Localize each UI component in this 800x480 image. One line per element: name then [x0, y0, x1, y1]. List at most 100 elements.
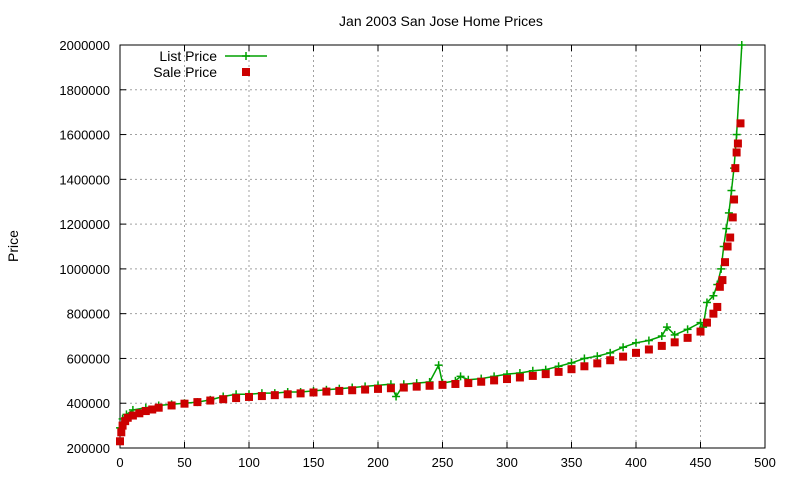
series-sale-price: [116, 119, 745, 446]
data-point: [141, 407, 150, 416]
data-point: [438, 380, 447, 389]
y-tick-label: 800000: [67, 307, 110, 322]
y-tick-label: 400000: [67, 396, 110, 411]
data-point: [670, 330, 679, 339]
data-point: [309, 388, 318, 397]
data-point: [392, 392, 401, 401]
y-tick-label: 1600000: [59, 128, 110, 143]
data-point: [606, 356, 615, 365]
data-point: [180, 399, 189, 408]
data-point: [123, 413, 132, 422]
y-tick-label: 200000: [67, 441, 110, 456]
x-tick-label: 150: [303, 455, 325, 470]
data-point: [702, 318, 711, 327]
legend-label: Sale Price: [153, 64, 217, 80]
data-point: [728, 213, 737, 222]
data-point: [270, 391, 279, 400]
x-tick-label: 350: [561, 455, 583, 470]
data-point: [528, 371, 537, 380]
x-tick-label: 500: [754, 455, 776, 470]
data-point: [477, 377, 486, 386]
data-point: [322, 387, 331, 396]
data-point: [374, 384, 382, 393]
data-point: [515, 373, 524, 382]
x-tick-label: 50: [177, 455, 191, 470]
data-point: [257, 392, 266, 401]
data-point: [727, 186, 736, 195]
data-point: [167, 401, 176, 410]
data-point: [296, 389, 305, 398]
data-point: [709, 291, 718, 300]
data-point: [386, 384, 395, 393]
data-point: [670, 338, 679, 347]
data-point: [696, 327, 705, 336]
data-point: [456, 372, 465, 381]
data-point: [219, 395, 228, 404]
data-point: [118, 421, 127, 430]
data-point: [721, 258, 730, 267]
y-tick-label: 1200000: [59, 217, 110, 232]
ticks: 0 50 100 150 200 250 300 350 400 450 500 200000 4000…: [59, 38, 775, 470]
y-axis-label: Price: [5, 230, 21, 262]
data-point: [593, 359, 602, 368]
data-point: [117, 428, 126, 437]
data-point: [206, 396, 215, 405]
x-tick-label: 250: [432, 455, 454, 470]
x-tick-label: 0: [116, 455, 123, 470]
data-point: [451, 379, 460, 388]
data-point: [503, 375, 511, 384]
data-point: [283, 390, 292, 399]
y-tick-label: 1000000: [59, 262, 110, 277]
x-tick-label: 100: [238, 455, 260, 470]
data-point: [632, 348, 640, 357]
data-point: [730, 195, 739, 204]
y-tick-label: 600000: [67, 351, 110, 366]
data-point: [593, 352, 602, 361]
data-point: [606, 348, 615, 357]
data-point: [567, 365, 576, 374]
data-point: [644, 336, 653, 345]
data-point: [735, 85, 744, 94]
data-point: [662, 323, 671, 332]
data-point: [148, 405, 157, 414]
data-point: [464, 379, 473, 388]
data-point: [412, 382, 421, 391]
y-tick-label: 1400000: [59, 172, 110, 187]
data-point: [135, 409, 144, 418]
data-point: [425, 381, 434, 390]
data-point: [434, 361, 443, 370]
series-line: [119, 44, 743, 429]
data-point: [580, 362, 589, 371]
data-point: [715, 282, 724, 291]
data-point: [702, 298, 711, 307]
data-point: [644, 345, 653, 354]
data-point: [683, 333, 692, 342]
data-point: [490, 376, 499, 385]
data-point: [619, 352, 628, 361]
data-point: [232, 394, 241, 403]
data-point: [657, 341, 666, 350]
x-tick-label: 400: [625, 455, 647, 470]
data-point: [116, 437, 124, 446]
data-point: [541, 370, 550, 379]
data-point: [580, 354, 589, 363]
chart-title: Jan 2003 San Jose Home Prices: [339, 13, 543, 29]
data-point: [657, 332, 666, 341]
data-point: [632, 338, 640, 347]
data-point: [732, 130, 741, 139]
x-tick-label: 200: [367, 455, 389, 470]
series-layer: [116, 41, 746, 446]
x-tick-label: 300: [496, 455, 518, 470]
legend-marker: [242, 52, 250, 60]
x-tick-label: 450: [690, 455, 712, 470]
data-point: [361, 385, 370, 394]
y-tick-label: 1800000: [59, 83, 110, 98]
data-point: [335, 386, 344, 395]
y-tick-label: 2000000: [59, 38, 110, 53]
data-point: [554, 367, 563, 376]
data-point: [245, 392, 253, 401]
series-list-price: [116, 41, 746, 432]
data-point: [722, 224, 731, 233]
data-point: [193, 398, 202, 407]
